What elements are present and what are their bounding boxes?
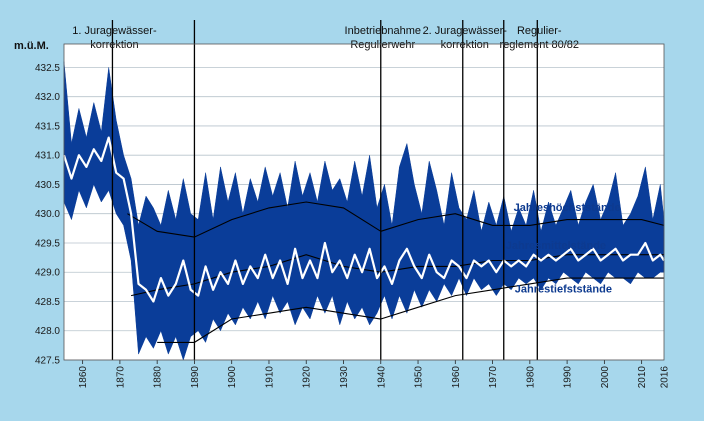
event-label: Regulier- <box>517 25 562 37</box>
series-label: Jahresmittelstände <box>506 240 606 252</box>
y-axis-ticks: 427.5 428.0 428.5 429.0 429.5 430.0 430.5 431.0… <box>35 63 60 367</box>
event-label: korrektion <box>441 39 489 51</box>
x-tick-label: 1920 <box>302 366 313 389</box>
y-tick-label: 429.5 <box>35 238 60 249</box>
x-tick-label: 2016 <box>660 366 671 389</box>
y-tick-label: 432.5 <box>35 63 60 74</box>
mean-line <box>62 136 665 303</box>
x-tick-label: 1890 <box>190 366 201 389</box>
y-tick-label: 430.5 <box>35 180 60 191</box>
x-tick-label: 1940 <box>376 366 387 389</box>
y-tick-label: 432.0 <box>35 92 60 103</box>
x-tick-label: 1980 <box>525 366 536 389</box>
event-label: 2. Juragewässer- <box>423 25 508 37</box>
series-label: Jahreshöchststände <box>514 202 621 214</box>
event-label: reglement 80/82 <box>500 39 580 51</box>
x-tick-label: 2000 <box>600 366 611 389</box>
series-labels: Jahreshöchststände Jahresmittelstände Jahr… <box>506 202 621 296</box>
y-tick-label: 431.0 <box>35 151 60 162</box>
y-tick-label: 427.5 <box>35 356 60 367</box>
x-tick-label: 1860 <box>78 366 89 389</box>
x-tick-label: 1870 <box>115 366 126 389</box>
event-label: 1. Juragewässer- <box>72 25 157 37</box>
y-tick-label: 431.5 <box>35 121 60 132</box>
x-tick-label: 1970 <box>488 366 499 389</box>
event-label: Regulierwehr <box>350 39 415 51</box>
x-tick-label: 1930 <box>339 366 350 389</box>
x-tick-label: 1900 <box>227 366 238 389</box>
event-label: korrektion <box>90 39 138 51</box>
event-markers: 1. Juragewässer-korrektion Inbetriebnahme… <box>72 20 579 360</box>
event-label: Inbetriebnahme <box>345 25 421 37</box>
mean-series-line <box>62 136 665 303</box>
series-label: Jahrestiefststände <box>515 284 612 296</box>
y-tick-label: 428.0 <box>35 326 60 337</box>
x-tick-label: 2010 <box>637 366 648 389</box>
x-tick-label: 1990 <box>563 366 574 389</box>
trend-high-line <box>127 201 665 238</box>
x-tick-label: 1960 <box>451 366 462 389</box>
y-axis-label: m.ü.M. <box>14 40 49 52</box>
y-tick-label: 430.0 <box>35 209 60 220</box>
x-tick-label: 1910 <box>264 366 275 389</box>
y-tick-label: 429.0 <box>35 268 60 279</box>
x-tick-label: 1880 <box>153 366 164 389</box>
x-tick-label: 1950 <box>414 366 425 389</box>
x-axis-ticks: 1860 1870 1880 1890 1900 1910 1920 1930 1940 1950… <box>78 360 671 389</box>
trend-low-line <box>157 277 664 343</box>
y-tick-label: 428.5 <box>35 297 60 308</box>
plot-border <box>63 43 665 361</box>
